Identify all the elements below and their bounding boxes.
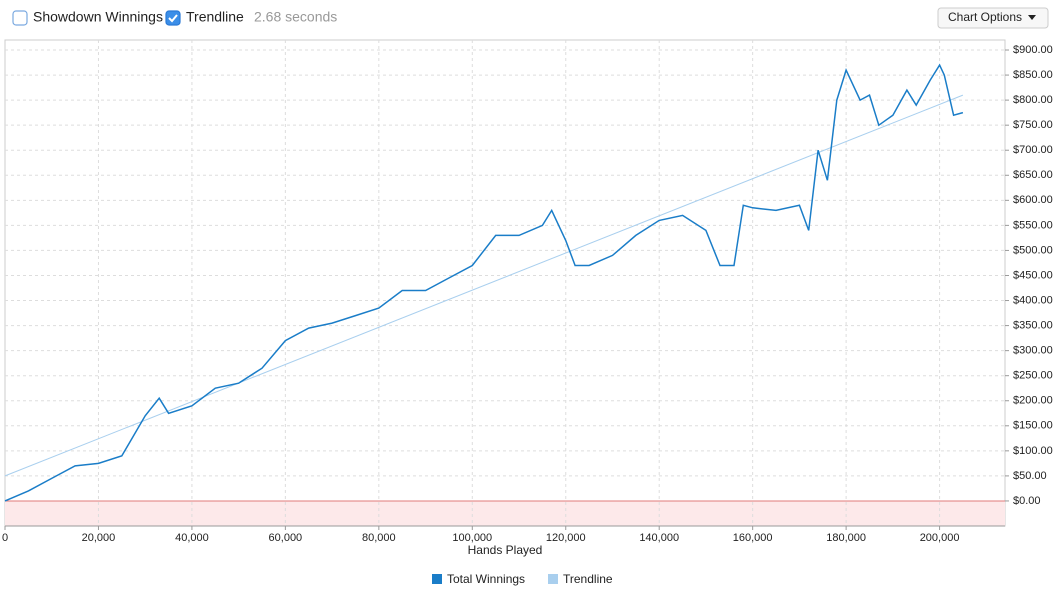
y-tick-label: $700.00 bbox=[1013, 144, 1053, 156]
x-tick-label: 160,000 bbox=[733, 532, 773, 544]
x-tick-label: 120,000 bbox=[546, 532, 586, 544]
series-line bbox=[4, 63, 964, 502]
y-tick-label: $900.00 bbox=[1013, 44, 1053, 56]
y-tick-label: $200.00 bbox=[1013, 395, 1053, 407]
y-tick-label: $150.00 bbox=[1013, 420, 1053, 432]
y-tick-label: $50.00 bbox=[1013, 470, 1047, 482]
checkbox[interactable] bbox=[165, 10, 181, 26]
y-tick-label: $800.00 bbox=[1013, 94, 1053, 106]
checkbox[interactable] bbox=[12, 10, 28, 26]
legend-label: Total Winnings bbox=[447, 572, 525, 586]
x-axis-title: Hands Played bbox=[468, 543, 543, 557]
x-tick-label: 80,000 bbox=[362, 532, 396, 544]
x-tick-label: 140,000 bbox=[639, 532, 679, 544]
button-label: Chart Options bbox=[948, 10, 1022, 24]
y-tick-label: $0.00 bbox=[1013, 495, 1041, 507]
y-tick-label: $600.00 bbox=[1013, 194, 1053, 206]
checkbox-label: Trendline bbox=[186, 9, 244, 25]
chart-options-button[interactable] bbox=[937, 7, 1049, 29]
y-tick-label: $750.00 bbox=[1013, 119, 1053, 131]
negative-zone bbox=[5, 500, 1005, 526]
y-tick-label: $850.00 bbox=[1013, 69, 1053, 81]
x-tick-label: 20,000 bbox=[82, 532, 116, 544]
x-tick-label: 40,000 bbox=[175, 532, 209, 544]
timing: 2.68 seconds bbox=[254, 9, 337, 25]
x-tick-label: 60,000 bbox=[269, 532, 303, 544]
plot-background bbox=[4, 39, 1006, 527]
series-line bbox=[4, 94, 964, 477]
legend-label: Trendline bbox=[563, 572, 613, 586]
y-tick-label: $350.00 bbox=[1013, 319, 1053, 331]
y-tick-label: $550.00 bbox=[1013, 219, 1053, 231]
y-tick-label: $100.00 bbox=[1013, 445, 1053, 457]
x-tick-label: 0 bbox=[2, 532, 8, 544]
check-mark bbox=[168, 14, 178, 23]
y-tick-label: $300.00 bbox=[1013, 345, 1053, 357]
checkbox-label: Showdown Winnings bbox=[33, 9, 163, 25]
x-tick-label: 200,000 bbox=[920, 532, 960, 544]
y-tick-label: $450.00 bbox=[1013, 269, 1053, 281]
y-tick-label: $650.00 bbox=[1013, 169, 1053, 181]
y-tick-label: $400.00 bbox=[1013, 294, 1053, 306]
x-tick-label: 100,000 bbox=[452, 532, 492, 544]
y-tick-label: $500.00 bbox=[1013, 244, 1053, 256]
dropdown-arrow bbox=[1028, 15, 1036, 20]
x-tick-label: 180,000 bbox=[826, 532, 866, 544]
y-tick-label: $250.00 bbox=[1013, 370, 1053, 382]
legend-swatch bbox=[432, 574, 442, 584]
legend-swatch bbox=[548, 574, 558, 584]
